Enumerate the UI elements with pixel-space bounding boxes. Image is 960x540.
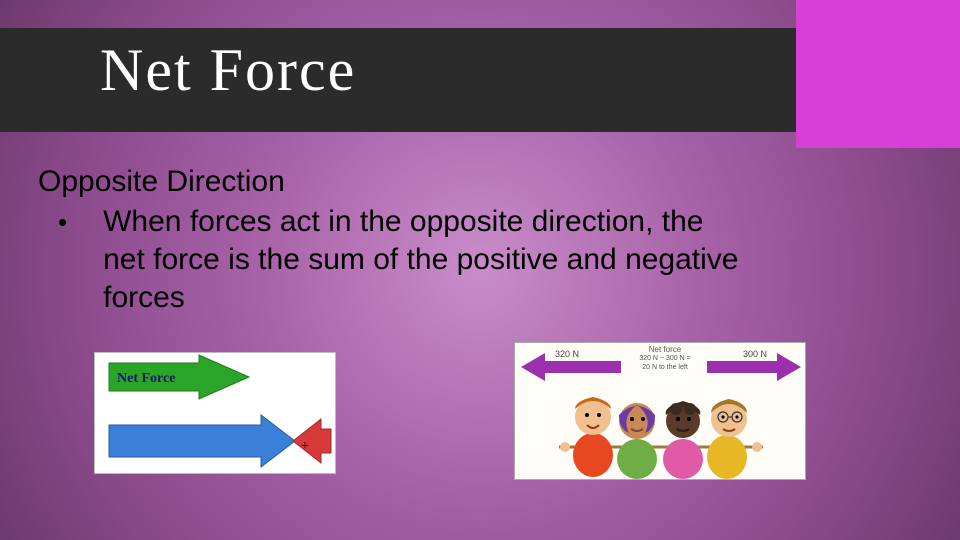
- accent-block: [796, 0, 960, 148]
- person-2: [617, 403, 657, 479]
- person-1: [573, 397, 613, 477]
- blue-arrow-right: [109, 415, 295, 467]
- bullet-row: • When forces act in the opposite direct…: [38, 203, 750, 317]
- net-force-label: Net Force: [117, 371, 175, 387]
- bullet-marker: •: [58, 203, 67, 241]
- hand: [752, 442, 762, 452]
- red-arrow-left: [293, 419, 331, 463]
- diagram-tug-of-war: 320 N 300 N Net force 320 N − 300 N = 20…: [514, 342, 806, 480]
- person-4: [707, 399, 747, 479]
- plus-sign: +: [301, 439, 309, 455]
- bullet-text: When forces act in the opposite directio…: [103, 203, 750, 317]
- person-3: [663, 401, 703, 479]
- purple-arrow-right: [707, 353, 801, 381]
- diagram-net-force-arrows: Net Force +: [94, 352, 336, 474]
- hand: [560, 442, 570, 452]
- slide-title: Net Force: [100, 36, 356, 105]
- purple-arrow-left: [521, 353, 621, 381]
- tug-svg: [515, 343, 807, 481]
- subheading: Opposite Direction: [38, 165, 750, 199]
- content-area: Opposite Direction • When forces act in …: [38, 165, 750, 317]
